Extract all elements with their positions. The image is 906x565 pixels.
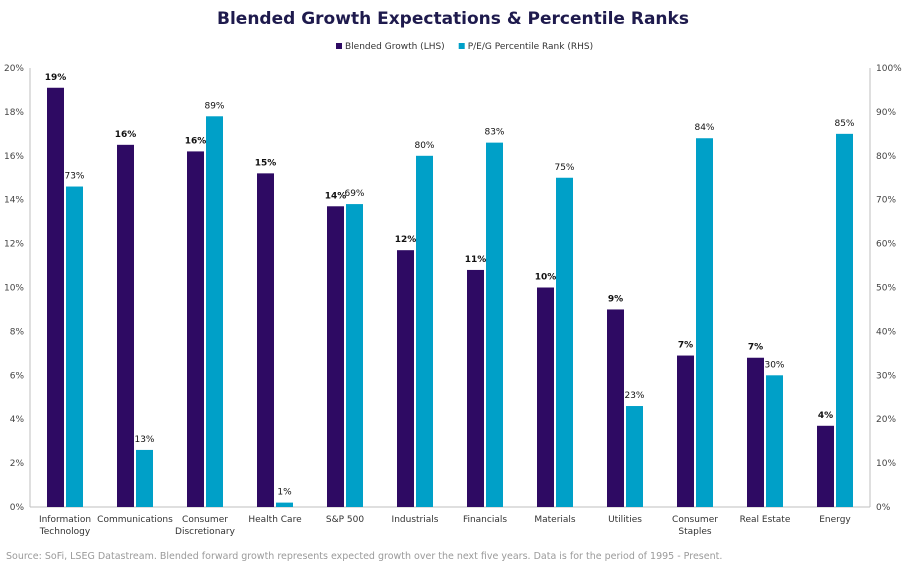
label-peg-percentile: 1% <box>277 488 292 498</box>
left-tick-label: 0% <box>10 503 25 513</box>
bar-blended-growth <box>677 355 694 507</box>
bar-blended-growth <box>817 425 834 507</box>
bar-blended-growth <box>607 309 624 507</box>
category-label: Discretionary <box>175 527 236 537</box>
label-peg-percentile: 83% <box>484 128 504 138</box>
legend: Blended Growth (LHS) P/E/G Percentile Ran… <box>336 42 593 52</box>
right-tick-label: 40% <box>876 327 896 337</box>
category-label: Energy <box>819 515 851 525</box>
bar-peg-percentile <box>696 138 713 508</box>
bar-peg-percentile <box>416 155 433 508</box>
right-tick-label: 30% <box>876 371 896 381</box>
label-blended-growth: 7% <box>678 341 693 351</box>
data-labels: 19% 73% 16% 13% 16% 89% 15% 1% 14%69% 12% 80% 11% 83… <box>45 73 855 498</box>
left-tick-label: 14% <box>4 196 24 206</box>
right-tick-label: 10% <box>876 459 896 469</box>
left-tick-label: 6% <box>10 371 25 381</box>
bar-peg-percentile <box>556 177 573 507</box>
bar-peg-percentile <box>66 186 83 507</box>
right-tick-label: 90% <box>876 108 896 118</box>
category-label: Technology <box>39 527 91 537</box>
left-tick-label: 16% <box>4 152 24 162</box>
chart-title: Blended Growth Expectations & Percentile… <box>217 9 689 29</box>
label-blended-growth: 15% <box>255 158 277 168</box>
label-blended-growth: 19% <box>45 73 67 83</box>
bar-peg-percentile <box>486 142 503 507</box>
label-blended-growth: 16% <box>185 136 207 146</box>
left-tick-label: 20% <box>4 64 24 74</box>
label-peg-percentile: 13% <box>134 435 154 445</box>
bar-blended-growth <box>467 269 484 507</box>
label-peg-percentile: 75% <box>554 163 574 173</box>
category-label: Real Estate <box>740 515 791 525</box>
left-tick-label: 4% <box>10 415 25 425</box>
label-blended-growth: 9% <box>608 294 623 304</box>
label-blended-growth: 12% <box>395 235 417 245</box>
category-label: Communications <box>97 515 173 525</box>
bar-peg-percentile <box>766 375 783 507</box>
left-tick-label: 10% <box>4 284 24 294</box>
left-tick-label: 8% <box>10 327 25 337</box>
label-blended-growth: 11% <box>465 255 487 265</box>
right-axis: 0% 10% 20% 30% 40% 50% 60% 70% 80% 90% 100% <box>869 64 902 513</box>
bar-blended-growth <box>187 151 204 507</box>
label-peg-percentile: 69% <box>344 189 364 199</box>
bar-blended-growth <box>327 206 344 507</box>
bar-peg-percentile <box>136 449 153 507</box>
right-tick-label: 100% <box>876 64 902 74</box>
category-label: Consumer <box>182 515 228 525</box>
legend-label: Blended Growth (LHS) <box>345 42 445 52</box>
bar-blended-growth <box>747 357 764 507</box>
bar-peg-percentile <box>206 116 223 507</box>
right-tick-label: 0% <box>876 503 891 513</box>
category-label: Utilities <box>608 515 642 525</box>
category-labels: Information Technology Communications Consu… <box>39 515 852 537</box>
category-label: S&P 500 <box>326 515 364 525</box>
right-tick-label: 80% <box>876 152 896 162</box>
bar-peg-percentile <box>626 406 643 507</box>
label-peg-percentile: 89% <box>204 101 224 111</box>
category-label: Materials <box>534 515 576 525</box>
label-blended-growth: 4% <box>818 411 833 421</box>
label-peg-percentile: 23% <box>624 391 644 401</box>
right-tick-label: 60% <box>876 240 896 250</box>
right-tick-label: 20% <box>876 415 896 425</box>
left-axis: 0% 2% 4% 6% 8% 10% 12% 14% 16% 18% 20% <box>4 64 870 513</box>
bar-blended-growth <box>537 287 554 507</box>
category-label: Consumer <box>672 515 718 525</box>
legend-swatch <box>458 43 465 49</box>
source-note: Source: SoFi, LSEG Datastream. Blended f… <box>6 551 723 562</box>
label-peg-percentile: 30% <box>764 360 784 370</box>
bars <box>47 87 853 508</box>
label-blended-growth: 10% <box>535 273 557 283</box>
label-blended-growth: 14% <box>325 191 347 201</box>
bar-blended-growth <box>257 173 274 508</box>
label-peg-percentile: 80% <box>414 141 434 151</box>
left-tick-label: 2% <box>10 459 25 469</box>
label-blended-growth: 7% <box>748 343 763 353</box>
bar-peg-percentile <box>346 204 363 507</box>
bar-blended-growth <box>397 250 414 507</box>
bar-peg-percentile <box>836 133 853 507</box>
right-tick-label: 50% <box>876 284 896 294</box>
category-label: Industrials <box>392 515 439 525</box>
category-label: Health Care <box>248 515 302 525</box>
left-tick-label: 12% <box>4 240 24 250</box>
legend-swatch <box>336 43 342 49</box>
label-peg-percentile: 85% <box>834 119 854 129</box>
legend-label: P/E/G Percentile Rank (RHS) <box>468 42 593 52</box>
label-peg-percentile: 73% <box>64 172 84 182</box>
bar-blended-growth <box>47 87 64 507</box>
right-tick-label: 70% <box>876 196 896 206</box>
category-label: Information <box>39 515 91 525</box>
bar-blended-growth <box>117 144 134 507</box>
left-tick-label: 18% <box>4 108 24 118</box>
bar-peg-percentile <box>276 502 293 507</box>
label-peg-percentile: 84% <box>694 123 714 133</box>
category-label: Financials <box>463 515 507 525</box>
category-label: Staples <box>678 527 712 537</box>
label-blended-growth: 16% <box>115 130 137 140</box>
